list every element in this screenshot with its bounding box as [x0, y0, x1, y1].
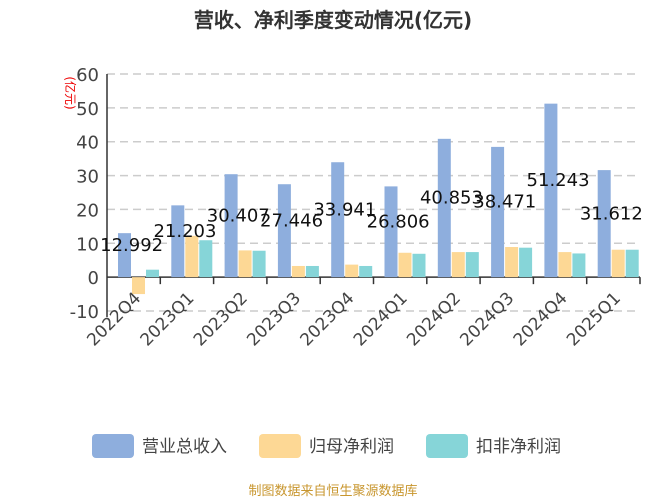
y-tick-label: 60 — [76, 65, 99, 86]
bar-0 — [597, 170, 611, 278]
bar-2 — [252, 250, 266, 278]
x-tick-label: 2025Q1 — [563, 289, 625, 351]
data-label: 40.853 — [420, 188, 483, 209]
legend-item: 归母净利润 — [259, 434, 394, 458]
data-label: 38.471 — [473, 192, 536, 213]
data-label: 33.941 — [313, 199, 376, 220]
bar-1 — [398, 252, 412, 278]
chart-title: 营收、净利季度变动情况(亿元) — [194, 8, 472, 32]
bar-0 — [437, 138, 451, 278]
data-label: 12.992 — [100, 235, 163, 256]
data-label: 31.612 — [580, 203, 643, 224]
bar-2 — [572, 253, 586, 278]
bar-1 — [238, 250, 252, 278]
bar-2 — [412, 253, 426, 278]
bar-2 — [305, 265, 319, 278]
bar-0 — [384, 186, 398, 278]
bar-0 — [171, 205, 185, 278]
legend-swatch — [259, 434, 301, 458]
bar-1 — [451, 252, 465, 278]
y-tick-label: 10 — [76, 234, 99, 255]
legend-swatch — [92, 434, 134, 458]
data-label: 27.446 — [260, 210, 323, 231]
x-tick-label: 2024Q1 — [350, 289, 412, 351]
legend-item: 营业总收入 — [92, 434, 227, 458]
bar-0 — [118, 233, 131, 278]
y-tick-label: 30 — [76, 167, 99, 188]
bar-1 — [611, 249, 625, 278]
bar-2 — [359, 265, 373, 278]
bar-2 — [519, 247, 533, 278]
bar-1 — [558, 252, 572, 278]
bar-1 — [291, 265, 305, 278]
data-label: 30.407 — [207, 205, 270, 226]
y-tick-label: 50 — [76, 99, 99, 120]
bar-0 — [491, 146, 505, 278]
bar-2 — [465, 252, 479, 278]
bar-2 — [146, 269, 159, 278]
x-tick-label: 2023Q2 — [190, 289, 252, 351]
data-label: 51.243 — [527, 170, 590, 191]
x-tick-label: 2023Q4 — [297, 289, 359, 351]
bar-0 — [224, 174, 238, 278]
bar-0 — [331, 162, 345, 278]
x-tick-label: 2024Q3 — [456, 289, 518, 351]
legend-label: 归母净利润 — [309, 437, 394, 457]
x-tick-label: 2024Q2 — [403, 289, 465, 351]
x-tick-label: 2024Q4 — [510, 289, 572, 351]
y-tick-label: 20 — [76, 200, 99, 221]
bar-1 — [185, 235, 199, 278]
legend-label: 扣非净利润 — [476, 437, 561, 457]
y-axis-label: (亿元) — [63, 76, 78, 109]
bar-2 — [199, 240, 213, 278]
bar-0 — [544, 103, 558, 278]
x-tick-label: 2023Q1 — [137, 289, 199, 351]
bar-0 — [277, 184, 291, 278]
bar-1 — [132, 277, 145, 295]
x-tick-label: 2023Q3 — [243, 289, 305, 351]
footer-source: 制图数据来自恒生聚源数据库 — [248, 483, 417, 499]
data-label: 26.806 — [367, 212, 430, 233]
bar-2 — [625, 249, 639, 278]
y-tick-label: 40 — [76, 133, 99, 154]
bar-1 — [345, 264, 359, 278]
legend-label: 营业总收入 — [142, 437, 227, 457]
legend-swatch — [426, 434, 468, 458]
y-tick-label: 0 — [88, 268, 99, 289]
bar-1 — [505, 247, 519, 278]
data-label: 21.203 — [153, 221, 216, 242]
y-tick-label: -10 — [70, 302, 99, 323]
legend-item: 扣非净利润 — [426, 434, 561, 458]
